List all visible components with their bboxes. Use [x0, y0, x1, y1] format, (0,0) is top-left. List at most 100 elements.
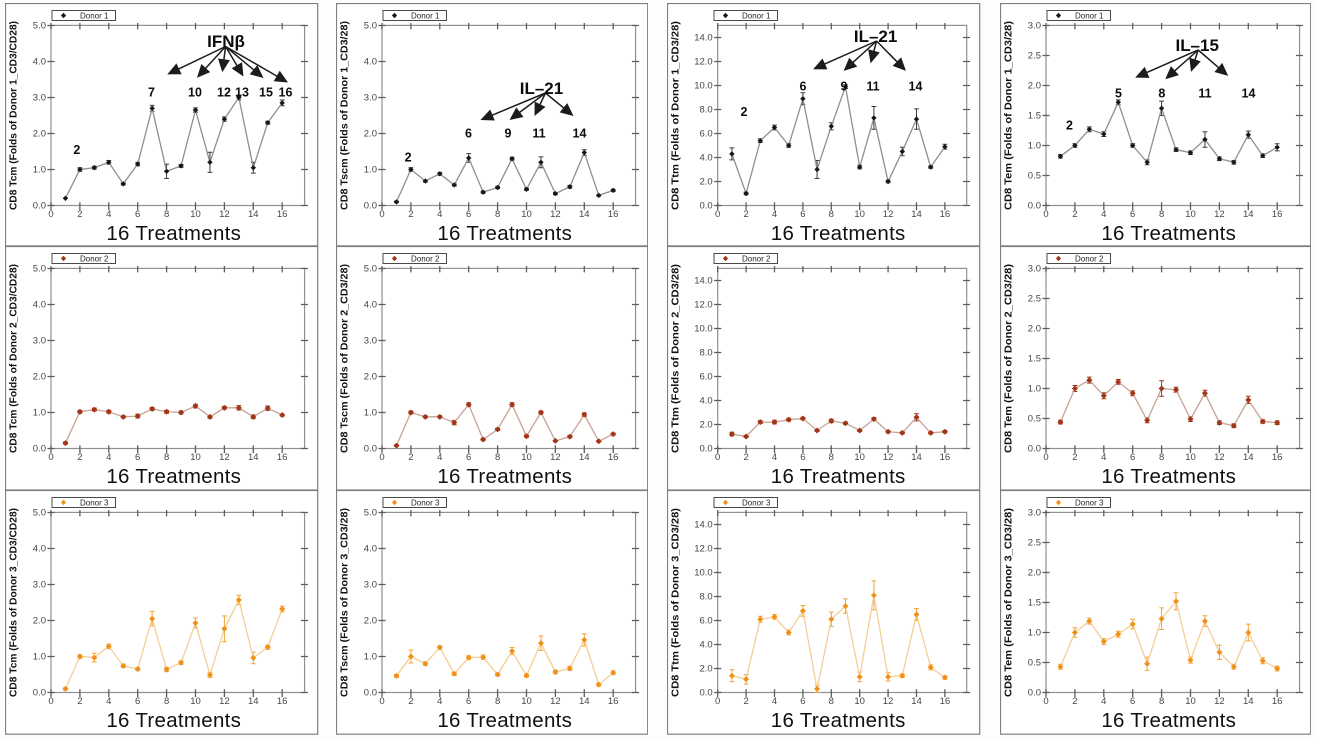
- svg-text:6: 6: [800, 79, 807, 93]
- svg-text:4: 4: [107, 452, 112, 463]
- svg-text:6: 6: [1130, 452, 1135, 463]
- svg-text:16 Treatments: 16 Treatments: [107, 465, 242, 488]
- svg-text:10.0: 10.0: [695, 324, 713, 335]
- svg-text:12: 12: [883, 452, 894, 463]
- svg-text:3.0: 3.0: [1028, 264, 1041, 275]
- svg-text:14: 14: [572, 126, 586, 140]
- svg-text:16: 16: [607, 452, 618, 463]
- svg-text:8: 8: [1159, 209, 1164, 220]
- svg-text:2.0: 2.0: [1028, 81, 1041, 92]
- svg-text:8: 8: [164, 696, 169, 707]
- svg-text:6: 6: [1130, 209, 1135, 220]
- svg-text:2.0: 2.0: [700, 420, 713, 431]
- svg-text:10: 10: [188, 85, 202, 99]
- svg-text:5.0: 5.0: [363, 264, 376, 275]
- svg-text:8.0: 8.0: [700, 105, 713, 116]
- svg-text:14: 14: [912, 452, 923, 463]
- svg-text:1.0: 1.0: [363, 652, 376, 663]
- svg-text:2: 2: [408, 209, 413, 220]
- svg-text:CD8 Ttm (Folds of Donor 1_CD3/: CD8 Ttm (Folds of Donor 1_CD3/28): [671, 21, 682, 210]
- svg-text:8: 8: [164, 452, 169, 463]
- svg-text:10: 10: [191, 209, 202, 220]
- svg-text:IL–21: IL–21: [519, 79, 562, 98]
- svg-text:16: 16: [277, 696, 288, 707]
- svg-text:16: 16: [1272, 209, 1283, 220]
- svg-text:14: 14: [248, 696, 259, 707]
- svg-text:IL–15: IL–15: [1175, 36, 1218, 55]
- svg-text:0.5: 0.5: [1028, 171, 1041, 182]
- svg-text:2: 2: [78, 452, 83, 463]
- svg-text:12: 12: [550, 696, 561, 707]
- svg-text:1.5: 1.5: [1028, 111, 1041, 122]
- svg-text:8: 8: [1159, 452, 1164, 463]
- svg-text:13: 13: [235, 85, 249, 99]
- svg-text:16 Treatments: 16 Treatments: [771, 222, 906, 245]
- svg-text:8: 8: [829, 452, 834, 463]
- svg-text:12: 12: [550, 209, 561, 220]
- svg-text:2: 2: [1072, 696, 1077, 707]
- svg-text:CD8 Ttm (Folds of Donor 3_CD3/: CD8 Ttm (Folds of Donor 3_CD3/28): [671, 508, 682, 697]
- svg-text:16: 16: [279, 85, 293, 99]
- svg-text:Donor 1: Donor 1: [1075, 11, 1104, 20]
- svg-text:10: 10: [1185, 209, 1196, 220]
- svg-text:5: 5: [1115, 86, 1122, 100]
- svg-text:CD8 Tscm (Folds of Donor 1_CD3: CD8 Tscm (Folds of Donor 1_CD3/28): [339, 21, 350, 210]
- svg-text:5.0: 5.0: [33, 508, 46, 519]
- svg-text:Donor 3: Donor 3: [1075, 499, 1104, 508]
- svg-text:16: 16: [607, 209, 618, 220]
- svg-text:1.5: 1.5: [1028, 354, 1041, 365]
- svg-text:16 Treatments: 16 Treatments: [771, 709, 906, 732]
- svg-text:16 Treatments: 16 Treatments: [107, 709, 242, 732]
- svg-text:14: 14: [912, 209, 923, 220]
- svg-text:16: 16: [940, 696, 951, 707]
- svg-text:12: 12: [220, 452, 231, 463]
- svg-text:16 Treatments: 16 Treatments: [437, 222, 572, 245]
- svg-text:Donor 2: Donor 2: [410, 254, 439, 263]
- svg-text:4.0: 4.0: [700, 640, 713, 651]
- svg-text:14: 14: [579, 209, 590, 220]
- svg-text:12: 12: [550, 452, 561, 463]
- svg-text:8: 8: [829, 696, 834, 707]
- svg-text:Donor 3: Donor 3: [742, 499, 771, 508]
- svg-text:4.0: 4.0: [33, 544, 46, 555]
- svg-text:16 Treatments: 16 Treatments: [1101, 709, 1236, 732]
- svg-text:14.0: 14.0: [695, 520, 713, 531]
- svg-text:3.0: 3.0: [363, 580, 376, 591]
- svg-text:2.0: 2.0: [33, 129, 46, 140]
- svg-text:2.5: 2.5: [1028, 51, 1041, 62]
- svg-text:16: 16: [940, 209, 951, 220]
- svg-text:10: 10: [1185, 696, 1196, 707]
- svg-text:4: 4: [772, 452, 777, 463]
- svg-text:Donor 2: Donor 2: [80, 254, 109, 263]
- svg-text:16: 16: [277, 209, 288, 220]
- svg-text:0.0: 0.0: [363, 688, 376, 699]
- svg-text:Donor 2: Donor 2: [1075, 254, 1104, 263]
- svg-text:6: 6: [801, 452, 806, 463]
- svg-text:12: 12: [1214, 452, 1225, 463]
- svg-text:CD8 Ttm (Folds of Donor 2_CD3/: CD8 Ttm (Folds of Donor 2_CD3/28): [671, 264, 682, 453]
- svg-text:10: 10: [855, 452, 866, 463]
- svg-text:8: 8: [494, 696, 499, 707]
- svg-text:2: 2: [1066, 118, 1073, 132]
- svg-text:16 Treatments: 16 Treatments: [1101, 222, 1236, 245]
- svg-text:IFNβ: IFNβ: [208, 32, 246, 51]
- svg-text:15: 15: [259, 85, 273, 99]
- svg-text:11: 11: [532, 126, 545, 140]
- svg-text:16 Treatments: 16 Treatments: [1101, 465, 1236, 488]
- svg-text:16 Treatments: 16 Treatments: [437, 709, 572, 732]
- svg-text:0.0: 0.0: [363, 444, 376, 455]
- svg-text:0: 0: [1043, 452, 1048, 463]
- svg-text:16 Treatments: 16 Treatments: [107, 222, 242, 245]
- svg-text:11: 11: [1198, 86, 1211, 100]
- svg-text:2.0: 2.0: [1028, 324, 1041, 335]
- svg-text:1.0: 1.0: [33, 652, 46, 663]
- svg-text:CD8 Tcm (Folds of Donor 2_CD3/: CD8 Tcm (Folds of Donor 2_CD3/CD28): [9, 264, 20, 453]
- svg-text:12: 12: [883, 209, 894, 220]
- svg-text:0: 0: [1043, 696, 1048, 707]
- svg-text:14: 14: [248, 452, 259, 463]
- svg-text:0.0: 0.0: [33, 201, 46, 212]
- svg-text:2.0: 2.0: [700, 664, 713, 675]
- svg-text:2: 2: [741, 105, 748, 119]
- svg-text:6.0: 6.0: [700, 129, 713, 140]
- svg-text:2.0: 2.0: [363, 616, 376, 627]
